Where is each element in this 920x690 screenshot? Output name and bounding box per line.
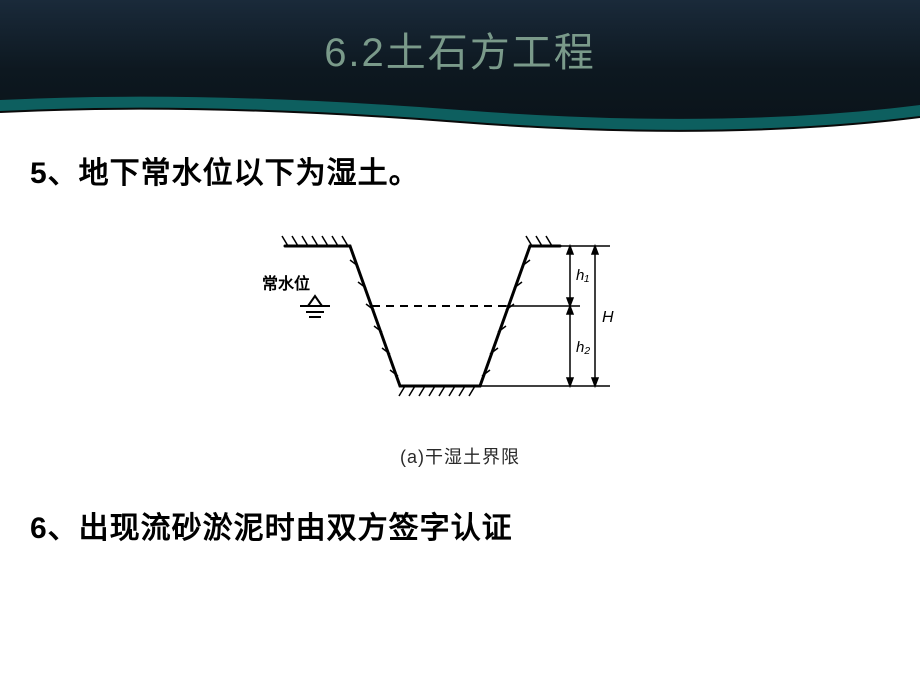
dim-H: H <box>602 309 614 326</box>
water-level-label: 常水位 <box>262 270 310 294</box>
point-6: 6、出现流砂淤泥时由双方签字认证 <box>30 503 890 547</box>
diagram-caption: (a)干湿土界限 <box>30 443 890 469</box>
dim-h2: h₂ <box>576 339 590 356</box>
dim-h1: h₁ <box>576 267 589 284</box>
point-5: 5、地下常水位以下为湿土。 <box>30 148 890 192</box>
cross-section-diagram: h₁ h₂ H 常水位 <box>280 216 640 416</box>
diagram-container: h₁ h₂ H 常水位 (a)干湿土界限 <box>30 216 890 469</box>
content-area: 5、地下常水位以下为湿土。 <box>30 148 890 571</box>
slide-title: 6.2土石方工程 <box>0 20 920 78</box>
